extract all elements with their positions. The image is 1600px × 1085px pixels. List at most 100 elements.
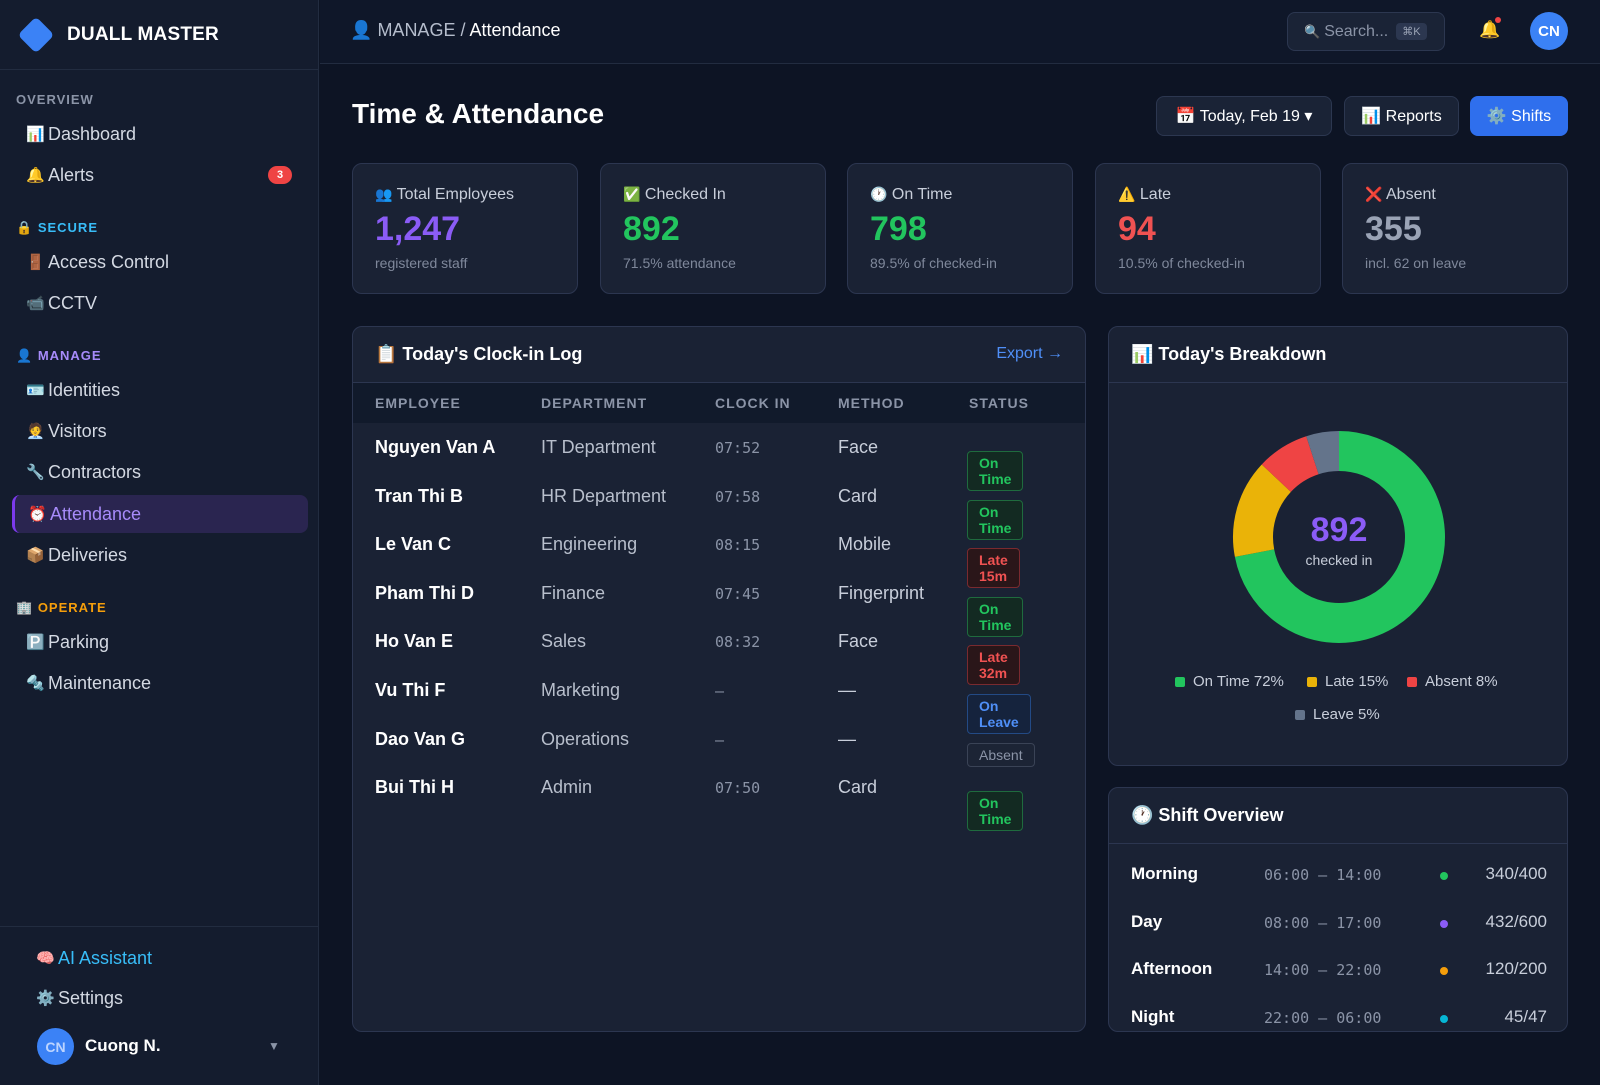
clock-in-time: 08:15	[715, 536, 761, 555]
date-picker-button[interactable]: 📅 Today, Feb 19 ▾	[1156, 96, 1332, 136]
shift-row-morning[interactable]: Morning 06:00 — 14:00 340/400	[1109, 864, 1567, 894]
search-icon: 🔍	[1304, 23, 1321, 39]
notification-bell-icon[interactable]: 🔔	[1479, 20, 1501, 39]
chevron-down-icon[interactable]: ▼	[268, 1039, 280, 1053]
shifts-button[interactable]: ⚙️ Shifts	[1470, 96, 1568, 136]
clock-in-time: –	[715, 681, 725, 700]
breakdown-donut-chart	[1233, 431, 1445, 643]
table-row[interactable]: Tran Thi B HR Department 07:58 Card On Time	[353, 472, 1085, 540]
sidebar-item-cctv[interactable]: 📹 CCTV	[26, 292, 97, 313]
shift-overview-title: 🕐 Shift Overview	[1131, 805, 1284, 825]
header-avatar[interactable]: CN	[1530, 12, 1568, 50]
parking-icon: 🅿️	[26, 634, 45, 651]
breakdown-title: 📊 Today's Breakdown	[1131, 344, 1327, 364]
shift-overview-card: 🕐 Shift Overview Morning 06:00 — 14:00 340…	[1108, 787, 1568, 1032]
stat-card-absent[interactable]: ❌ Absent 355 incl. 62 on leave	[1342, 163, 1568, 294]
nav-section-operate: 🏢 OPERATE	[16, 600, 107, 615]
sidebar-item-maintenance[interactable]: 🔩 Maintenance	[26, 672, 152, 693]
department: Sales	[541, 631, 587, 652]
col-department[interactable]: DEPARTMENT	[541, 395, 648, 411]
id-card-icon: 🪪	[26, 382, 45, 399]
donut-slice-leave[interactable]	[1306, 431, 1340, 475]
reports-button[interactable]: 📊 Reports	[1344, 96, 1459, 136]
sidebar-item-identities[interactable]: 🪪 Identities	[26, 379, 121, 400]
lock-icon: 🔒	[16, 220, 34, 235]
sidebar-item-parking[interactable]: 🅿️ Parking	[26, 631, 110, 652]
visitor-icon: 🧑‍💼	[26, 423, 45, 440]
donut-slice-on-time[interactable]	[1234, 431, 1445, 643]
camera-icon: 📹	[26, 295, 45, 312]
shift-overview-header: 🕐 Shift Overview	[1109, 788, 1567, 844]
clock-in-time: 07:45	[715, 584, 761, 603]
brand-name: DUALL MASTER	[67, 23, 219, 45]
clock-in-time: 08:32	[715, 633, 761, 652]
stat-sub: incl. 62 on leave	[1365, 255, 1467, 271]
sidebar-item-dashboard[interactable]: 📊 Dashboard	[26, 123, 137, 144]
department: Marketing	[541, 679, 621, 700]
table-row[interactable]: Pham Thi D Finance 07:45 Fingerprint On Time	[353, 569, 1085, 637]
stat-card-total-employees[interactable]: 👥 Total Employees 1,247 registered staff	[352, 163, 578, 294]
shift-count: 340/400	[1485, 864, 1547, 883]
shift-count: 120/200	[1485, 959, 1547, 978]
legend-late: Late 15%	[1307, 673, 1388, 690]
sidebar-item-attendance[interactable]: ⏰ Attendance	[12, 495, 308, 533]
method: —	[838, 679, 856, 700]
status-badge: On Time	[967, 451, 1024, 491]
col-clock-in[interactable]: CLOCK IN	[715, 395, 791, 411]
sidebar-item-deliveries[interactable]: 📦 Deliveries	[26, 544, 128, 565]
status-badge: On Time	[967, 499, 1024, 540]
stat-value: 892	[623, 210, 680, 248]
stat-sub: registered staff	[375, 255, 468, 271]
shift-row-afternoon[interactable]: Afternoon 14:00 — 22:00 120/200	[1109, 959, 1567, 989]
user-icon: 👤	[350, 20, 373, 40]
stat-card-checked-in[interactable]: ✅ Checked In 892 71.5% attendance	[600, 163, 826, 294]
wrench-icon: 🔧	[26, 464, 45, 481]
shift-status-dot	[1440, 1014, 1448, 1023]
user-avatar[interactable]: CN	[37, 1028, 74, 1065]
table-row[interactable]: Bui Thi H Admin 07:50 Card On Time	[353, 763, 1085, 832]
breadcrumb-parent[interactable]: MANAGE	[377, 20, 456, 40]
department: Engineering	[541, 534, 638, 555]
shift-row-night[interactable]: Night 22:00 — 06:00 45/47	[1109, 1006, 1567, 1032]
table-row[interactable]: Dao Van G Operations – — Absent	[353, 715, 1085, 767]
sidebar-item-alerts[interactable]: 🔔 Alerts 3	[12, 156, 308, 194]
legend-leave: Leave 5%	[1295, 706, 1380, 723]
legend-on-time: On Time 72%	[1175, 673, 1284, 690]
ai-assistant-link[interactable]: 🧠 AI Assistant	[36, 947, 153, 968]
settings-link[interactable]: ⚙️ Settings	[36, 987, 124, 1008]
col-employee[interactable]: EMPLOYEE	[375, 395, 461, 411]
donut-slice-late[interactable]	[1233, 464, 1292, 557]
stat-label: ❌ Absent	[1365, 186, 1436, 203]
alerts-count-badge: 3	[268, 166, 292, 184]
table-row[interactable]: Ho Van E Sales 08:32 Face Late 32m	[353, 617, 1085, 686]
shift-row-day[interactable]: Day 08:00 — 17:00 432/600	[1109, 912, 1567, 942]
donut-slice-absent[interactable]	[1261, 436, 1320, 493]
employee-name: Bui Thi H	[375, 777, 454, 798]
stat-value: 1,247	[375, 210, 461, 248]
table-row[interactable]: Vu Thi F Marketing – — On Leave	[353, 666, 1085, 734]
shift-count: 45/47	[1504, 1006, 1547, 1026]
building-icon: 🏢	[16, 600, 34, 615]
search-input[interactable]: 🔍 Search... ⌘K	[1287, 12, 1445, 51]
employee-name: Tran Thi B	[375, 485, 464, 506]
sidebar-item-contractors[interactable]: 🔧 Contractors	[26, 461, 142, 482]
department: Operations	[541, 728, 630, 749]
sidebar-item-access-control[interactable]: 🚪 Access Control	[26, 251, 170, 272]
stat-card-on-time[interactable]: 🕐 On Time 798 89.5% of checked-in	[847, 163, 1073, 294]
stat-card-late[interactable]: ⚠️ Late 94 10.5% of checked-in	[1095, 163, 1321, 294]
department: Finance	[541, 582, 606, 603]
brand[interactable]: DUALL MASTER	[0, 0, 318, 70]
table-row[interactable]: Nguyen Van A IT Department 07:52 Face On Tim…	[353, 423, 1085, 491]
table-row[interactable]: Le Van C Engineering 08:15 Mobile Late 15m	[353, 520, 1085, 589]
shift-status-dot	[1440, 919, 1448, 928]
stat-icon: 👥	[375, 186, 393, 202]
nav-section-overview: OVERVIEW	[16, 92, 94, 107]
notification-dot	[1495, 17, 1501, 23]
sidebar-item-visitors[interactable]: 🧑‍💼 Visitors	[26, 420, 107, 441]
user-name: Cuong N.	[85, 1036, 161, 1055]
employee-name: Pham Thi D	[375, 582, 475, 603]
col-method[interactable]: METHOD	[838, 395, 905, 411]
col-status[interactable]: STATUS	[969, 395, 1029, 411]
sidebar: DUALL MASTER OVERVIEW 📊 Dashboard 🔔 Aler…	[0, 0, 319, 1085]
export-link[interactable]: Export →	[996, 345, 1063, 362]
